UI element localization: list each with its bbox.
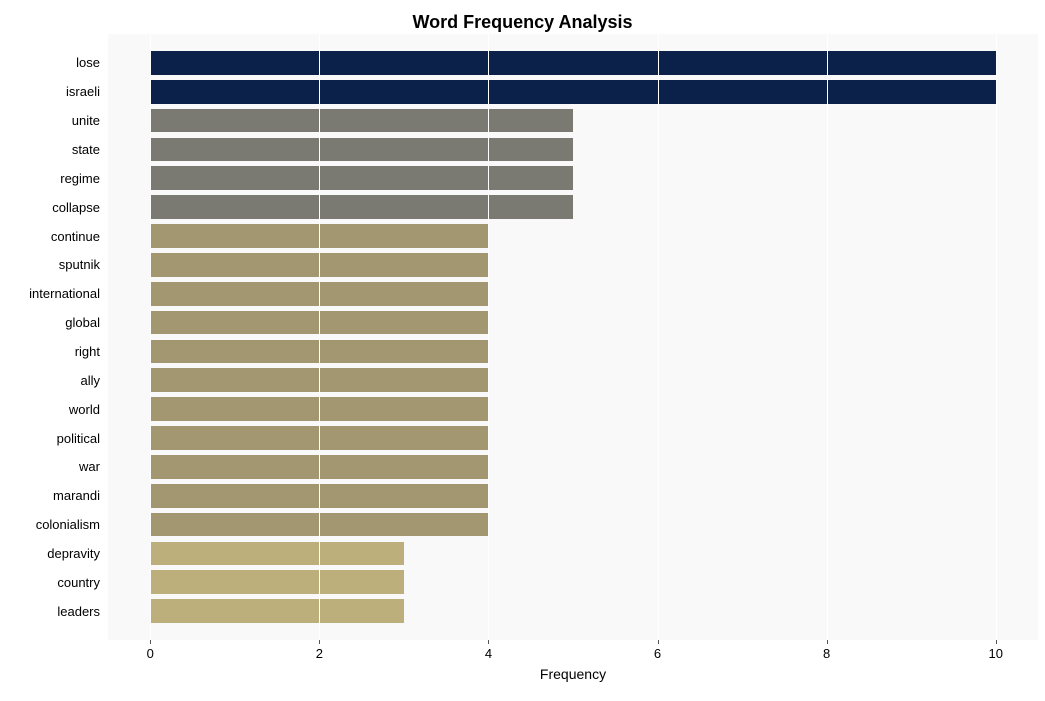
gridline [827,34,828,640]
chart-container: Word Frequency Analysis Frequency 0 2 4 6 8 1… [0,0,1045,701]
x-tick-label: 10 [988,646,1002,661]
x-tick-label: 4 [485,646,492,661]
x-tick-label: 2 [316,646,323,661]
bar [150,599,404,623]
y-tick-label: ally [80,373,100,388]
y-tick-label: colonialism [36,517,100,532]
x-tick-mark [319,640,320,644]
bar [150,138,573,162]
y-tick-label: lose [76,55,100,70]
bar [150,195,573,219]
bars-layer [108,34,1038,640]
y-tick-label: country [57,575,100,590]
y-tick-label: continue [51,229,100,244]
y-tick-label: marandi [53,488,100,503]
gridline [658,34,659,640]
bar [150,570,404,594]
x-tick-mark [488,640,489,644]
bar [150,166,573,190]
gridline [150,34,151,640]
y-tick-label: global [65,315,100,330]
bar [150,542,404,566]
y-tick-label: leaders [57,604,100,619]
y-tick-label: war [79,459,100,474]
y-tick-label: sputnik [59,257,100,272]
y-tick-label: right [75,344,100,359]
gridline [319,34,320,640]
bar [150,109,573,133]
bar [150,51,995,75]
x-tick-mark [827,640,828,644]
y-tick-label: international [29,286,100,301]
gridline [488,34,489,640]
y-tick-label: collapse [52,200,100,215]
x-tick-mark [658,640,659,644]
y-tick-label: state [72,142,100,157]
y-tick-label: political [57,431,100,446]
chart-title: Word Frequency Analysis [0,12,1045,33]
bar [150,80,995,104]
plot-area [108,34,1038,640]
y-tick-label: depravity [47,546,100,561]
x-tick-label: 6 [654,646,661,661]
x-tick-label: 0 [147,646,154,661]
x-tick-mark [996,640,997,644]
y-tick-label: unite [72,113,100,128]
x-axis-title: Frequency [108,666,1038,682]
x-tick-mark [150,640,151,644]
y-tick-label: world [69,402,100,417]
y-tick-label: israeli [66,84,100,99]
gridline [996,34,997,640]
y-tick-label: regime [60,171,100,186]
x-tick-label: 8 [823,646,830,661]
